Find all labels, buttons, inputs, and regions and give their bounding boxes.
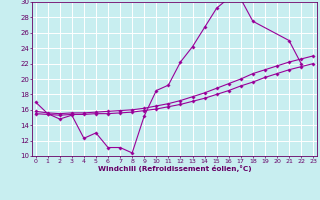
X-axis label: Windchill (Refroidissement éolien,°C): Windchill (Refroidissement éolien,°C) <box>98 165 251 172</box>
